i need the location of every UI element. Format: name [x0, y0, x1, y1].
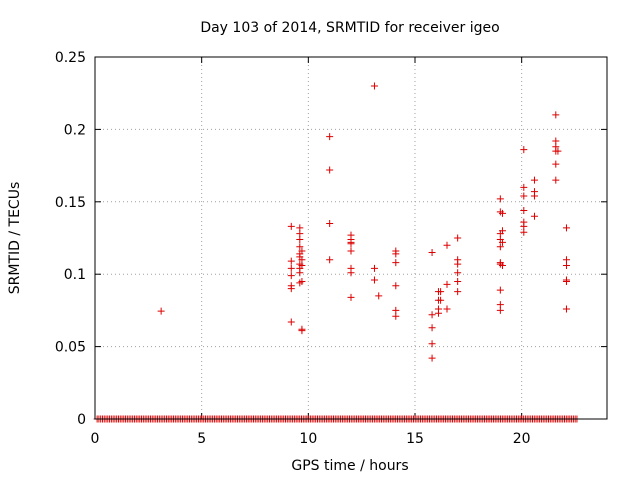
data-point: [552, 176, 560, 184]
data-point: [370, 82, 378, 90]
data-point: [530, 176, 538, 184]
y-tick-label: 0.2: [64, 122, 86, 138]
x-tick-label: 10: [299, 431, 317, 447]
data-points: [157, 82, 570, 362]
data-point: [392, 250, 400, 258]
data-point: [428, 311, 436, 319]
data-point: [496, 243, 504, 251]
data-point: [287, 285, 295, 293]
data-point: [437, 288, 445, 296]
data-point: [375, 292, 383, 300]
y-tick-label: 0.1: [64, 267, 86, 283]
tick-labels: 0 5 10 15 20 0 0.05 0.1 0.15 0.2 0.25: [55, 50, 531, 447]
chart-title: Day 103 of 2014, SRMTID for receiver ige…: [200, 20, 499, 36]
data-point: [428, 248, 436, 256]
data-point: [296, 269, 304, 277]
data-point: [296, 235, 304, 243]
y-tick-label: 0: [77, 412, 86, 428]
data-point: [287, 222, 295, 230]
data-point: [392, 312, 400, 320]
data-point: [498, 262, 506, 270]
data-point: [562, 262, 570, 270]
data-point: [434, 309, 442, 317]
data-point: [562, 224, 570, 232]
data-point: [552, 111, 560, 119]
data-point: [370, 264, 378, 272]
data-point: [554, 147, 562, 155]
data-point: [520, 192, 528, 200]
data-point: [287, 257, 295, 265]
data-point: [454, 277, 462, 285]
data-point: [562, 305, 570, 313]
x-tick-label: 0: [91, 431, 100, 447]
data-point: [326, 166, 334, 174]
x-tick-label: 20: [513, 431, 531, 447]
data-point: [370, 276, 378, 284]
y-axis-label: SRMTID / TECUs: [7, 182, 23, 295]
data-point: [520, 228, 528, 236]
y-tick-label: 0.05: [55, 340, 86, 356]
data-point: [443, 280, 451, 288]
data-point: [428, 340, 436, 348]
data-point: [530, 212, 538, 220]
data-point: [157, 307, 165, 315]
data-point: [498, 209, 506, 217]
x-tick-label: 15: [406, 431, 424, 447]
data-point: [498, 227, 506, 235]
data-point: [454, 234, 462, 242]
data-point: [520, 146, 528, 154]
data-point: [326, 256, 334, 264]
data-point: [296, 243, 304, 251]
data-point: [287, 272, 295, 280]
data-point: [326, 220, 334, 228]
data-point: [454, 260, 462, 268]
data-point: [326, 133, 334, 141]
data-point: [520, 183, 528, 191]
x-tick-label: 5: [197, 431, 206, 447]
data-point: [428, 354, 436, 362]
data-point: [392, 259, 400, 267]
data-point: [298, 277, 306, 285]
data-point: [530, 192, 538, 200]
data-point: [454, 269, 462, 277]
y-tick-label: 0.25: [55, 50, 86, 66]
y-tick-label: 0.15: [55, 195, 86, 211]
data-point: [287, 318, 295, 326]
data-point: [443, 241, 451, 249]
data-point: [392, 282, 400, 290]
data-point: [298, 262, 306, 270]
data-point: [347, 247, 355, 255]
x-axis-label: GPS time / hours: [291, 458, 408, 474]
data-point: [562, 277, 570, 285]
data-point: [454, 288, 462, 296]
data-point: [496, 195, 504, 203]
data-point: [347, 293, 355, 301]
data-point: [496, 286, 504, 294]
data-point: [520, 206, 528, 214]
data-point: [347, 240, 355, 248]
data-point: [437, 296, 445, 304]
data-point: [428, 324, 436, 332]
data-point: [287, 264, 295, 272]
plot-frame: [94, 56, 608, 420]
data-point: [496, 306, 504, 314]
data-point: [347, 269, 355, 277]
data-point: [298, 327, 306, 335]
data-point: [498, 238, 506, 246]
data-point: [552, 160, 560, 168]
data-point: [443, 305, 451, 313]
data-point: [298, 247, 306, 255]
